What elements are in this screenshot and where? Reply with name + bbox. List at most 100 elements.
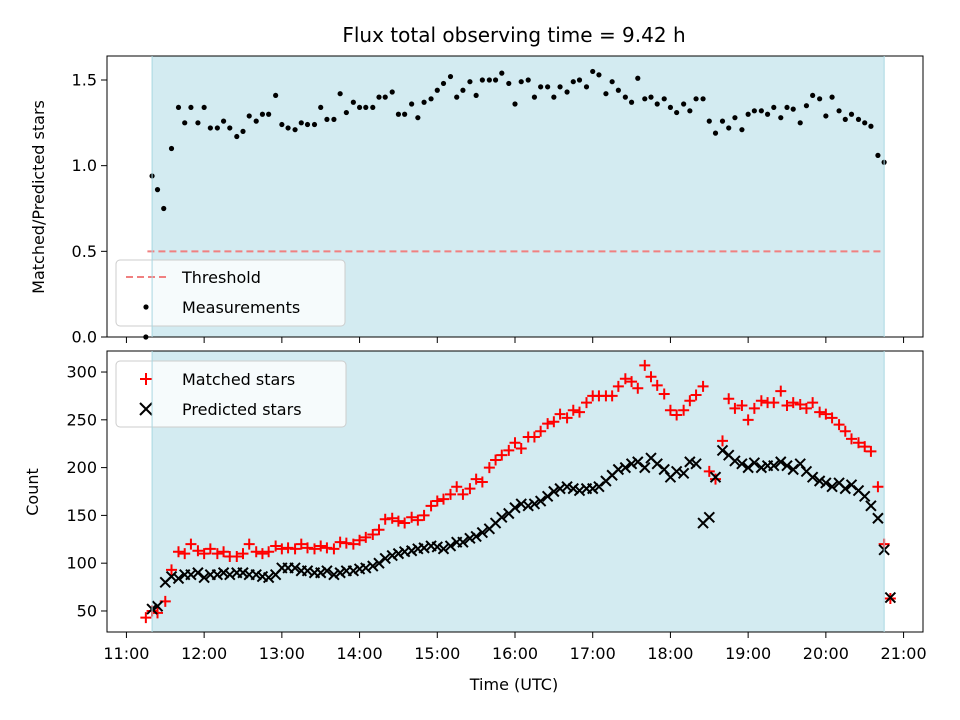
matched-point-83 [678, 404, 690, 416]
measurement-point-77 [642, 96, 648, 102]
measurement-point-71 [603, 91, 609, 97]
measurement-point-16 [246, 113, 252, 119]
matched-point-57 [509, 437, 521, 449]
ratio-panel: 0.0 0.5 1.0 1.5 Matched/Predicted stars Thr… [29, 55, 924, 347]
predicted-point-88 [716, 444, 729, 457]
matched-point-91 [729, 402, 741, 414]
predicted-stars-series [146, 444, 897, 615]
measurement-point-9 [201, 104, 207, 111]
predicted-point-98 [781, 459, 793, 472]
count-ytick-label-0: 50 [77, 601, 97, 620]
matched-point-17 [250, 546, 262, 558]
measurement-point-38 [389, 89, 395, 95]
measurement-point-22 [285, 125, 291, 131]
predicted-point-105 [826, 481, 838, 493]
measurement-point-65 [564, 89, 570, 95]
measurement-point-81 [667, 104, 674, 111]
predicted-point-27 [321, 565, 333, 577]
matched-point-10 [204, 543, 216, 555]
time-xtick-label-4: 15:00 [414, 644, 460, 663]
predicted-point-93 [748, 457, 761, 469]
count-ytick-label-4: 250 [66, 410, 97, 429]
measurement-point-15 [240, 128, 246, 134]
matched-point-90 [723, 393, 735, 405]
matched-point-39 [392, 515, 404, 527]
measurement-point-51 [473, 92, 479, 99]
matched-point-46 [438, 493, 450, 505]
predicted-point-100 [794, 458, 806, 470]
matched-point-66 [567, 404, 579, 416]
matched-point-64 [554, 408, 566, 420]
time-xtick-label-0: 11:00 [103, 644, 149, 663]
measurement-point-57 [512, 101, 518, 107]
matched-point-11 [211, 548, 223, 560]
predicted-point-76 [639, 461, 651, 474]
measurement-point-25 [304, 121, 311, 128]
matched-point-81 [664, 404, 676, 416]
matched-point-27 [315, 540, 327, 552]
matched-point-62 [542, 418, 554, 430]
measurement-point-52 [479, 77, 485, 83]
measurement-point-30 [337, 91, 343, 97]
predicted-point-96 [768, 459, 780, 472]
count-y-axis-label: Count [23, 468, 42, 516]
measurement-point-80 [661, 96, 667, 102]
matched-point-109 [846, 433, 858, 445]
predicted-point-114 [884, 591, 897, 604]
measurement-point-64 [557, 84, 563, 90]
matched-point-100 [787, 397, 799, 409]
matched-point-33 [354, 534, 366, 546]
predicted-point-65 [567, 482, 579, 495]
matched-point-80 [658, 388, 670, 400]
legend-measurements-label: Measurements [182, 298, 300, 317]
measurement-point-72 [609, 79, 615, 85]
predicted-point-37 [386, 549, 398, 562]
measurement-point-94 [751, 108, 757, 114]
matched-point-103 [807, 397, 819, 409]
measurement-point-61 [538, 84, 544, 90]
measurement-point-112 [868, 123, 874, 129]
matched-point-40 [399, 517, 411, 529]
matched-point-79 [651, 379, 663, 391]
predicted-point-66 [573, 484, 586, 497]
matched-point-72 [606, 390, 618, 402]
predicted-point-87 [709, 471, 722, 483]
predicted-point-46 [444, 540, 457, 552]
predicted-point-33 [360, 562, 372, 574]
predicted-point-31 [347, 565, 360, 577]
ratio-ytick-label-3: 1.5 [72, 70, 97, 89]
measurement-point-76 [635, 75, 641, 81]
predicted-point-3 [165, 570, 178, 583]
matched-point-47 [444, 488, 456, 500]
predicted-point-22 [289, 562, 301, 574]
matched-point-113 [872, 481, 884, 493]
predicted-point-49 [464, 532, 476, 545]
matched-point-4 [166, 564, 178, 576]
predicted-point-81 [670, 465, 683, 478]
matched-point-107 [833, 419, 845, 431]
matched-point-18 [256, 548, 268, 560]
count-ytick-label-3: 200 [66, 458, 97, 477]
matched-point-67 [574, 406, 586, 418]
predicted-point-6 [185, 568, 197, 581]
measurement-point-41 [409, 101, 415, 107]
matched-point-15 [237, 548, 249, 560]
count-legend: Matched stars Predicted stars [115, 360, 347, 428]
measurement-point-111 [862, 120, 868, 126]
measurement-point-58 [518, 79, 524, 85]
matched-point-111 [859, 441, 871, 453]
measurement-point-85 [693, 96, 699, 102]
legend-matched-label: Matched stars [182, 370, 295, 389]
measurement-point-10 [207, 125, 213, 131]
measurement-point-103 [810, 92, 816, 99]
predicted-point-24 [301, 565, 314, 577]
matched-point-51 [470, 473, 482, 485]
matched-point-6 [179, 548, 191, 560]
time-xtick-label-6: 17:00 [570, 644, 616, 663]
legend-matched-swatch [140, 373, 152, 385]
matched-point-98 [775, 385, 787, 397]
ratio-legend: Threshold Measurements [115, 259, 346, 327]
matched-point-78 [645, 371, 657, 383]
measurement-point-83 [681, 101, 687, 107]
ratio-ytick-label-2: 1.0 [72, 156, 97, 175]
